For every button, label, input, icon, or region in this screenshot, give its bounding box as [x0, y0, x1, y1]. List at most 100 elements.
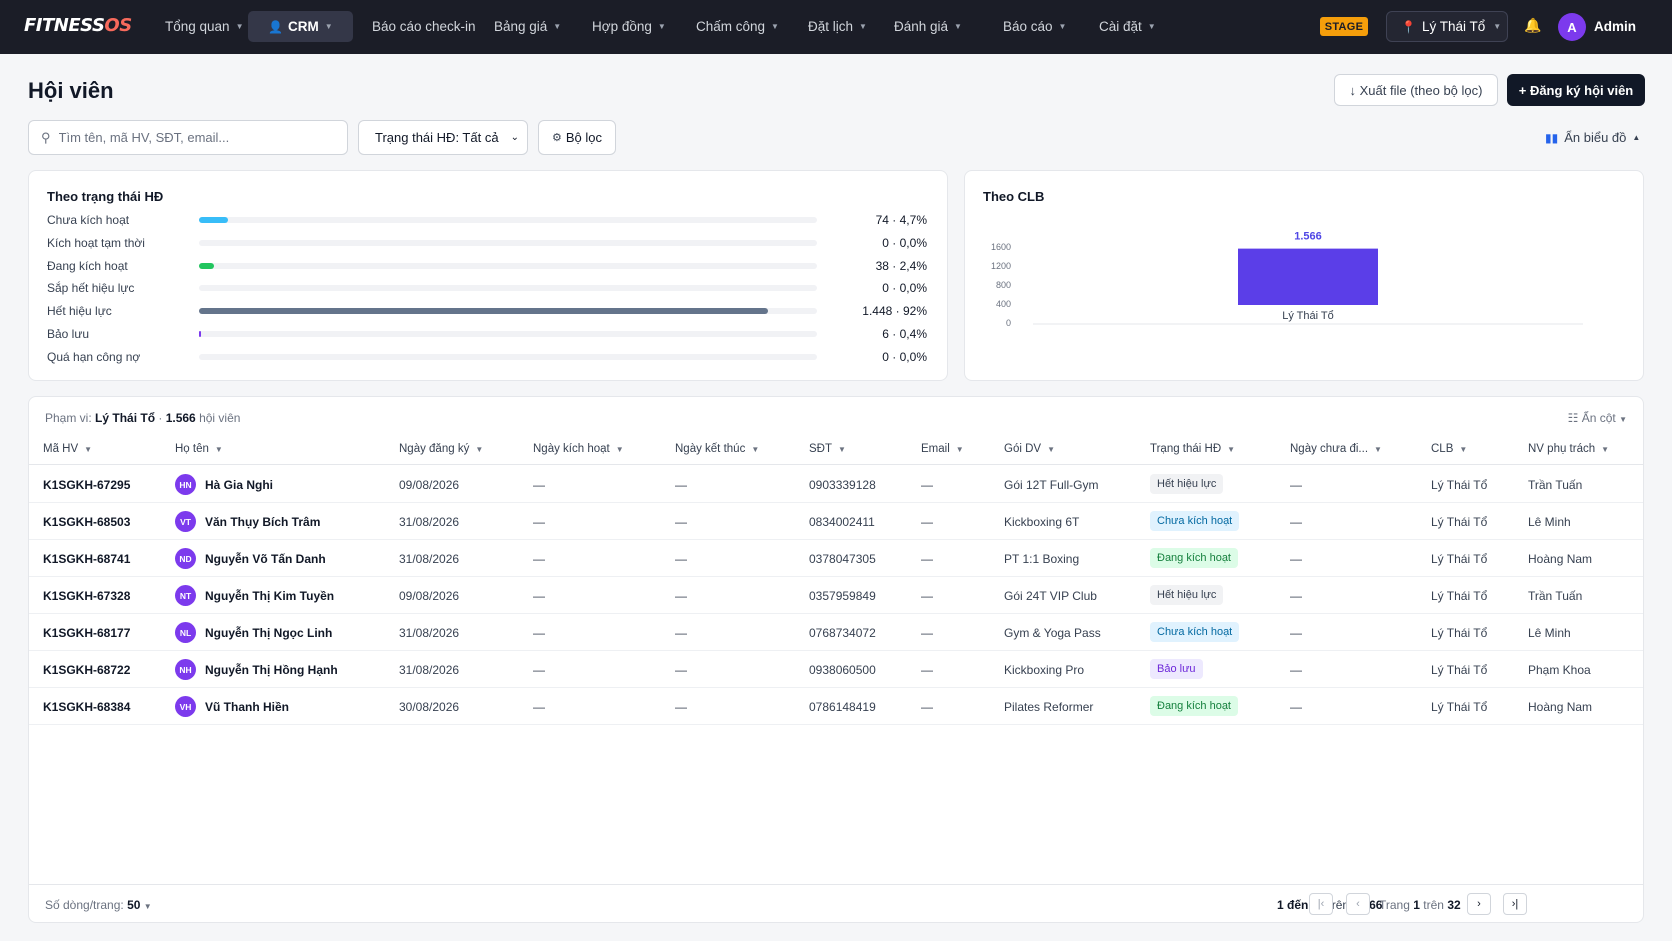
column-header-label: SĐT [809, 443, 832, 455]
club-chart-panel: Theo CLB 0 400 800 1200 1600 1.566 Lý Thái Tổ [964, 170, 1644, 381]
export-button[interactable]: ↓ Xuất file (theo bộ lọc) [1334, 74, 1498, 106]
last-page-button[interactable]: ›| [1503, 893, 1527, 915]
member-avatar: VT [175, 511, 196, 532]
column-header[interactable]: Mã HV ▼ [43, 443, 92, 455]
register-member-button[interactable]: + Đăng ký hội viên [1507, 74, 1645, 106]
column-header[interactable]: Họ tên ▼ [175, 443, 223, 455]
cell-club: Lý Thái Tổ [1431, 626, 1488, 640]
cell-staff: Lê Minh [1528, 515, 1571, 529]
column-header[interactable]: Ngày kích hoạt ▼ [533, 443, 624, 455]
cell-code: K1SGKH-68384 [43, 700, 131, 714]
column-header[interactable]: Ngày kết thúc ▼ [675, 443, 759, 455]
table-row[interactable]: K1SGKH-68384 VH Vũ Thanh Hiền 30/08/2026 — — 0… [29, 688, 1643, 725]
nav-item[interactable]: Báo cáo check-in [364, 11, 484, 42]
nav-item-label: CRM [287, 19, 319, 34]
member-name[interactable]: Nguyễn Võ Tấn Danh [205, 552, 326, 566]
table-row[interactable]: K1SGKH-67295 HN Hà Gia Nghi 09/08/2026 — — 090… [29, 466, 1643, 503]
column-header[interactable]: NV phụ trách ▼ [1528, 443, 1609, 455]
column-header[interactable]: Email ▼ [921, 443, 964, 455]
table-row[interactable]: K1SGKH-68177 NL Nguyễn Thị Ngọc Linh 31/08/… [29, 614, 1643, 651]
column-header[interactable]: Gói DV ▼ [1004, 443, 1055, 455]
status-select[interactable]: Trạng thái HĐ: Tất cả ⌄ [358, 120, 528, 155]
top-navbar: FITNESSOS Tổng quan ▼ 👤 CRM ▼ Báo cáo check-i… [0, 0, 1672, 54]
prev-page-button[interactable]: ‹ [1346, 893, 1370, 915]
cell-email: — [921, 663, 933, 677]
status-progress-track [199, 331, 817, 337]
chevron-down-icon: ▼ [143, 902, 152, 911]
cell-club: Lý Thái Tổ [1431, 515, 1488, 529]
search-input[interactable] [58, 130, 329, 145]
nav-item[interactable]: Chấm công ▼ [688, 11, 787, 42]
page-info: Trang 1 trên 32 [1379, 898, 1461, 912]
cell-email: — [921, 478, 933, 492]
member-name[interactable]: Văn Thụy Bích Trâm [205, 515, 321, 529]
scope-club: Lý Thái Tổ [95, 411, 156, 425]
cell-end: — [675, 552, 687, 566]
status-row-label: Chưa kích hoạt [47, 213, 130, 227]
nav-item[interactable]: 👤 CRM ▼ [248, 11, 353, 42]
column-header[interactable]: Trạng thái HĐ ▼ [1150, 443, 1235, 455]
first-page-button[interactable]: |‹ [1309, 893, 1333, 915]
rows-per-page[interactable]: Số dòng/trang: 50 ▼ [45, 898, 152, 912]
nav-item-label: Báo cáo check-in [372, 19, 476, 34]
status-row-label: Bảo lưu [47, 327, 90, 341]
chevron-down-icon: ▼ [657, 22, 666, 31]
nav-item[interactable]: Báo cáo ▼ [995, 11, 1074, 42]
member-name[interactable]: Nguyễn Thị Kim Tuyền [205, 589, 335, 603]
column-header[interactable]: Ngày đăng ký ▼ [399, 443, 483, 455]
cell-staff: Phạm Khoa [1528, 663, 1591, 677]
nav-item[interactable]: Cài đặt ▼ [1091, 11, 1164, 42]
status-badge: Đang kích hoạt [1150, 696, 1238, 716]
cell-pkg: Kickboxing 6T [1004, 515, 1080, 529]
column-header-label: Ngày kích hoạt [533, 443, 610, 455]
status-progress-fill [199, 331, 202, 337]
nav-item-label: Đánh giá [894, 19, 949, 34]
status-row: Hết hiệu lực 1.448 · 92% [47, 302, 927, 320]
column-header-label: NV phụ trách [1528, 443, 1596, 455]
member-name[interactable]: Nguyễn Thị Ngọc Linh [205, 626, 333, 640]
cell-act: — [533, 663, 545, 677]
member-name[interactable]: Vũ Thanh Hiền [205, 700, 289, 714]
status-progress-track [199, 217, 817, 223]
nav-item[interactable]: Bảng giá ▼ [486, 11, 569, 42]
sort-icon: ▼ [1374, 445, 1382, 454]
table-row[interactable]: K1SGKH-68503 VT Văn Thụy Bích Trâm 31/08/20… [29, 503, 1643, 540]
cell-act: — [533, 626, 545, 640]
nav-item[interactable]: Tổng quan ▼ [157, 11, 251, 42]
sort-icon: ▼ [475, 445, 484, 454]
app-logo[interactable]: FITNESSOS [24, 15, 132, 36]
nav-item[interactable]: Hợp đồng ▼ [584, 11, 674, 42]
member-avatar: VH [175, 696, 196, 717]
column-header[interactable]: Ngày chưa đi... ▼ [1290, 443, 1382, 455]
table-row[interactable]: K1SGKH-67328 NT Nguyễn Thị Kim Tuyền 09/08/… [29, 577, 1643, 614]
table-row[interactable]: K1SGKH-68722 NH Nguyễn Thị Hồng Hạnh 31/08/… [29, 651, 1643, 688]
user-name[interactable]: Admin [1594, 19, 1636, 34]
nav-item-label: Tổng quan [165, 19, 230, 34]
cell-club: Lý Thái Tổ [1431, 478, 1488, 492]
column-header[interactable]: CLB ▼ [1431, 443, 1467, 455]
chevron-down-icon: ▼ [1058, 22, 1067, 31]
filter-button[interactable]: ⚙ Bộ lọc [538, 120, 616, 155]
toggle-chart-button[interactable]: ▮▮ Ẩn biểu đồ ▲ [1545, 130, 1640, 145]
hide-columns-button[interactable]: ☷ Ẩn cột ▼ [1568, 411, 1627, 425]
club-selector[interactable]: 📍 Lý Thái Tổ ▼ [1386, 11, 1508, 42]
cell-code: K1SGKH-68722 [43, 663, 131, 677]
nav-item[interactable]: Đặt lịch ▼ [800, 11, 875, 42]
table-row[interactable]: K1SGKH-68741 ND Nguyễn Võ Tấn Danh 31/08/20… [29, 540, 1643, 577]
member-name[interactable]: Hà Gia Nghi [205, 478, 274, 492]
next-page-button[interactable]: › [1467, 893, 1491, 915]
member-avatar: NH [175, 659, 196, 680]
user-avatar[interactable]: A [1558, 13, 1586, 41]
cell-idle: — [1290, 663, 1302, 677]
cell-code: K1SGKH-67328 [43, 589, 131, 603]
bell-icon[interactable]: 🔔 [1524, 17, 1542, 33]
club-bar[interactable] [1238, 248, 1378, 305]
table-footer: Số dòng/trang: 50 ▼ 1 đến 50 trên 1.566 … [29, 884, 1643, 922]
status-badge: Chưa kích hoạt [1150, 622, 1240, 642]
nav-item[interactable]: Đánh giá ▼ [886, 11, 970, 42]
column-header[interactable]: SĐT ▼ [809, 443, 846, 455]
cell-end: — [675, 589, 687, 603]
chevron-down-icon: ▼ [1493, 22, 1502, 31]
member-name[interactable]: Nguyễn Thị Hồng Hạnh [205, 663, 338, 677]
column-header-label: Trạng thái HĐ [1150, 443, 1222, 455]
